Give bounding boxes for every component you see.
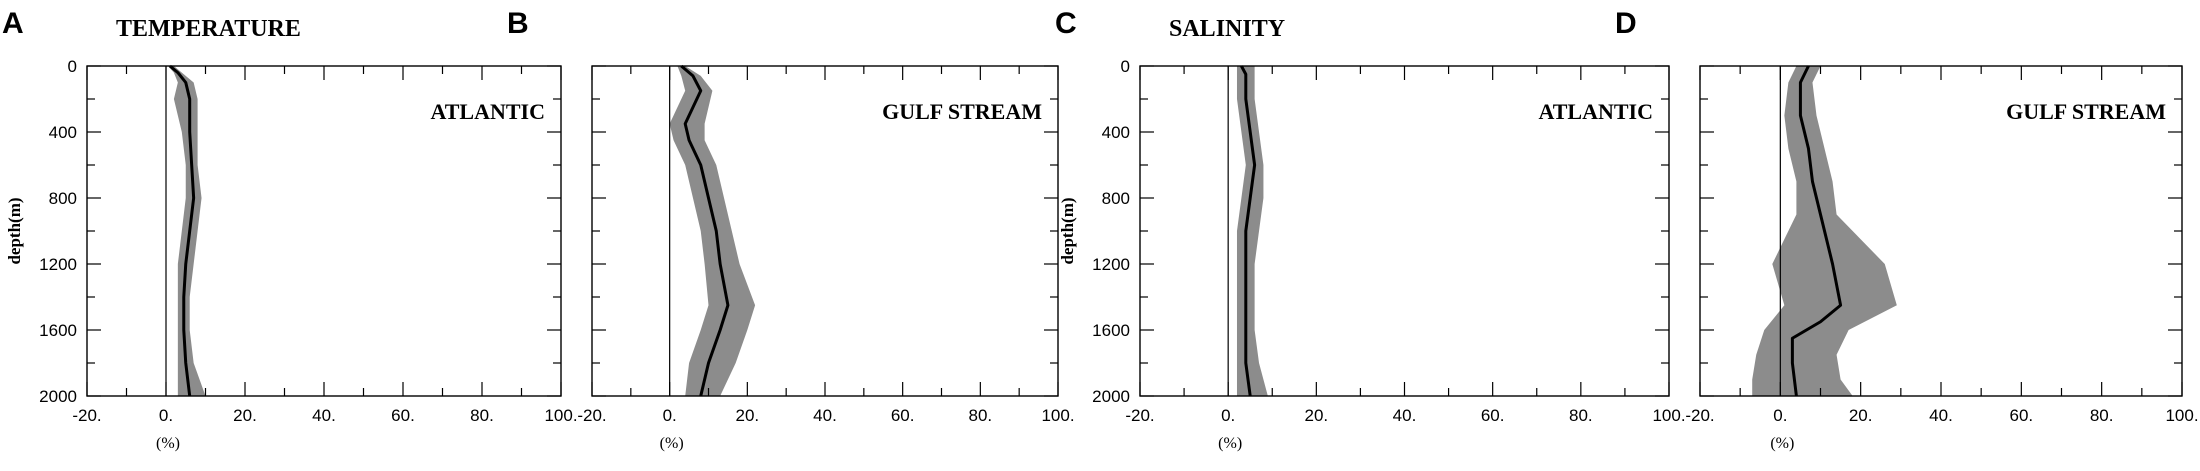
x-tick-label: 40. (1929, 406, 1953, 425)
uncertainty-band (167, 66, 206, 396)
x-tick-label: 100. (544, 406, 577, 425)
y-tick-label: 1200 (39, 255, 77, 274)
x-tick-label: 60. (891, 406, 915, 425)
x-tick-label: 20. (233, 406, 257, 425)
panel-letter: C (1055, 7, 1077, 40)
x-tick-label: 100. (1041, 406, 1074, 425)
x-tick-label: 0. (1221, 406, 1235, 425)
region-label: GULF STREAM (2006, 99, 2166, 124)
panel-c: -20. 0. 20. 40. 60. 80. 100. 0 400 800 1200 1600 200… (1055, 7, 1686, 452)
uncertainty-band (1236, 66, 1268, 396)
region-label: GULF STREAM (882, 99, 1042, 124)
y-tick-label: 2000 (39, 387, 77, 406)
y-tick-label: 800 (1102, 189, 1130, 208)
x-tick-label: 20. (1305, 406, 1329, 425)
x-tick-label: 60. (391, 406, 415, 425)
x-tick-label: 20. (1849, 406, 1873, 425)
x-tick-label: 0. (1773, 406, 1787, 425)
y-axis-label: depth(m) (1058, 197, 1077, 264)
panel-title: TEMPERATURE (116, 16, 301, 42)
mean-profile-line (1240, 65, 1257, 397)
x-tick-label: 40. (1393, 406, 1417, 425)
mean-profile-line (168, 64, 196, 397)
x-axis-label: (%) (1218, 435, 1242, 452)
y-tick-label: 800 (49, 189, 77, 208)
panel-title: SALINITY (1169, 16, 1285, 42)
x-tick-label: -20. (1685, 406, 1714, 425)
panel-letter: D (1615, 7, 1637, 40)
y-tick-label: 400 (49, 123, 77, 142)
x-axis-label: (%) (1770, 435, 1794, 452)
x-tick-label: 20. (736, 406, 760, 425)
x-tick-label: 60. (1481, 406, 1505, 425)
x-axis-label: (%) (660, 435, 684, 452)
y-axis-label: depth(m) (5, 197, 24, 264)
x-tick-label: 80. (1569, 406, 1593, 425)
mean-profile-line (1790, 65, 1843, 397)
y-tick-label: 2000 (1092, 387, 1130, 406)
x-tick-label: 80. (470, 406, 494, 425)
panel-b: -20. 0. 20. 40. 60. 80. 100. (%) B GULF STREAM (507, 7, 1075, 452)
region-label: ATLANTIC (430, 99, 545, 124)
x-tick-label: -20. (1125, 406, 1154, 425)
x-tick-label: 100. (1652, 406, 1685, 425)
x-tick-label: 80. (2090, 406, 2114, 425)
panel-d: -20. 0. 20. 40. 60. 80. 100. (%) D GULF STREAM (1615, 7, 2199, 452)
x-tick-label: 0. (159, 406, 173, 425)
x-tick-label: -20. (72, 406, 101, 425)
x-tick-label: 40. (312, 406, 336, 425)
y-tick-label: 1200 (1092, 255, 1130, 274)
x-tick-label: -20. (577, 406, 606, 425)
panel-a: -20. 0. 20. 40. 60. 80. 100. 0 400 800 1200 1600 200… (2, 7, 578, 452)
x-tick-label: 40. (813, 406, 837, 425)
y-tick-label: 0 (68, 57, 77, 76)
x-tick-label: 0. (663, 406, 677, 425)
panel-letter: B (507, 7, 529, 40)
y-tick-label: 1600 (39, 321, 77, 340)
panel-letter: A (2, 7, 24, 40)
x-tick-label: 60. (2010, 406, 2034, 425)
region-label: ATLANTIC (1538, 99, 1653, 124)
mean-profile-line (680, 64, 730, 397)
x-tick-label: 80. (969, 406, 993, 425)
y-tick-label: 0 (1121, 57, 1130, 76)
y-tick-label: 1600 (1092, 321, 1130, 340)
y-tick-label: 400 (1102, 123, 1130, 142)
x-axis-label: (%) (156, 435, 180, 452)
uncertainty-band (669, 66, 756, 396)
x-tick-label: 100. (2165, 406, 2198, 425)
